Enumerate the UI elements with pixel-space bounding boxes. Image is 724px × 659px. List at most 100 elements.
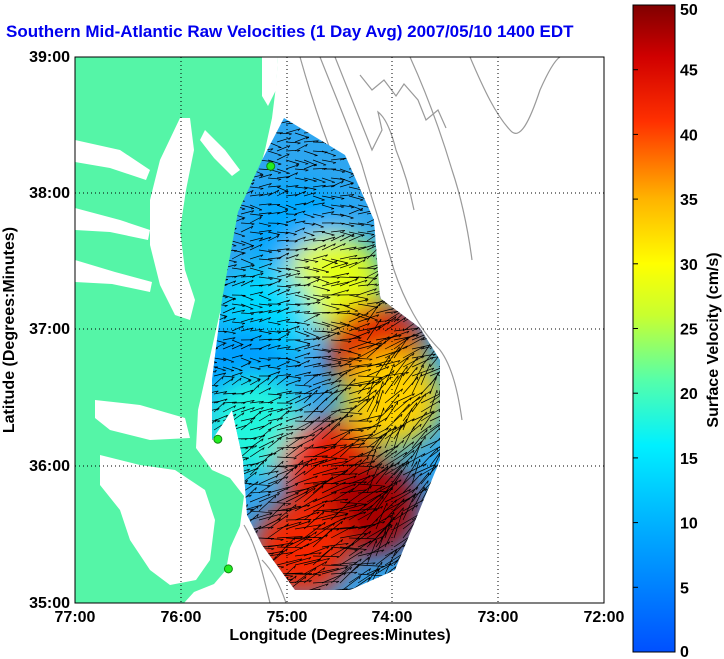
velocity-arrowhead	[317, 276, 321, 279]
velocity-arrow	[411, 367, 435, 377]
velocity-arrowhead	[301, 460, 304, 464]
velocity-arrow	[312, 389, 328, 404]
velocity-arrowhead	[298, 395, 301, 399]
velocity-arrowhead	[429, 425, 432, 429]
velocity-arrow	[285, 519, 312, 521]
velocity-arrowhead	[267, 375, 271, 378]
velocity-arrowhead	[303, 202, 307, 206]
velocity-arrowhead	[223, 359, 227, 362]
velocity-arrow	[411, 458, 421, 485]
velocity-arrow	[339, 489, 367, 494]
velocity-arrow	[384, 413, 403, 431]
velocity-arrowhead	[337, 333, 341, 336]
velocity-arrowhead	[335, 397, 338, 401]
velocity-arrowhead	[268, 344, 271, 347]
velocity-arrow	[231, 309, 245, 314]
velocity-arrowhead	[328, 423, 331, 427]
velocity-arrow	[411, 480, 429, 503]
velocity-arrowhead	[327, 558, 330, 561]
velocity-arrowhead	[352, 525, 355, 529]
velocity-arrowhead	[305, 491, 308, 494]
velocity-arrowhead	[304, 576, 307, 580]
velocity-arrowhead	[360, 551, 363, 554]
velocity-arrowhead	[256, 467, 259, 471]
velocity-arrowhead	[372, 254, 376, 258]
velocity-arrow	[249, 400, 264, 404]
velocity-arrow	[330, 243, 346, 251]
velocity-arrowhead	[350, 415, 353, 418]
velocity-arrow	[429, 354, 440, 359]
velocity-arrowhead	[305, 144, 308, 147]
velocity-arrowhead	[415, 402, 418, 406]
velocity-arrowhead	[242, 244, 246, 246]
velocity-arrowhead	[260, 254, 264, 258]
velocity-arrow	[294, 202, 307, 206]
velocity-arrowhead	[345, 371, 348, 375]
velocity-arrow	[348, 231, 365, 236]
velocity-arrowhead	[318, 362, 322, 366]
velocity-arrowhead	[250, 420, 253, 424]
velocity-arrow	[330, 587, 357, 590]
velocity-arrow	[249, 213, 263, 216]
velocity-arrow	[375, 499, 397, 521]
velocity-arrow	[249, 311, 263, 314]
velocity-arrowhead	[316, 314, 319, 318]
velocity-arrowhead	[251, 400, 255, 403]
velocity-arrowhead	[416, 487, 419, 490]
velocity-arrow	[258, 276, 273, 280]
velocity-arrowhead	[326, 389, 329, 393]
velocity-arrowhead	[251, 275, 255, 279]
velocity-arrowhead	[374, 283, 378, 286]
velocity-arrow	[312, 555, 340, 557]
velocity-arrow	[384, 317, 406, 332]
velocity-arrowhead	[381, 376, 383, 380]
velocity-arrowhead	[382, 496, 384, 500]
velocity-arrowhead	[268, 230, 272, 233]
velocity-arrowhead	[307, 277, 311, 280]
velocity-arrowhead	[337, 312, 341, 315]
velocity-arrowhead	[318, 416, 321, 420]
velocity-arrow	[240, 222, 255, 225]
velocity-arrowhead	[412, 393, 415, 397]
velocity-arrowhead	[250, 389, 254, 393]
velocity-arrowhead	[306, 266, 310, 269]
velocity-arrow	[258, 401, 274, 404]
velocity-arrowhead	[348, 341, 352, 343]
velocity-arrow	[294, 339, 311, 344]
velocity-arrow	[393, 356, 409, 377]
velocity-arrow	[357, 568, 380, 584]
velocity-arrowhead	[322, 239, 326, 242]
velocity-arrowhead	[310, 458, 313, 462]
velocity-arrowhead	[242, 252, 245, 256]
velocity-arrowhead	[335, 483, 339, 486]
velocity-arrowhead	[358, 360, 362, 363]
velocity-arrowhead	[354, 261, 358, 265]
velocity-arrowhead	[304, 180, 308, 182]
velocity-arrow	[330, 488, 354, 503]
velocity-arrowhead	[249, 343, 252, 347]
velocity-arrowhead	[389, 523, 392, 527]
velocity-arrowhead	[280, 544, 284, 547]
velocity-arrowhead	[395, 450, 398, 454]
velocity-arrow	[294, 294, 310, 300]
velocity-arrow	[258, 537, 284, 540]
velocity-arrowhead	[297, 362, 301, 364]
velocity-arrow	[249, 493, 271, 503]
velocity-arrowhead	[307, 360, 310, 363]
velocity-arrowhead	[240, 343, 243, 347]
velocity-arrowhead	[405, 345, 408, 349]
velocity-arrowhead	[339, 417, 342, 421]
velocity-arrow	[222, 307, 236, 314]
velocity-arrow	[375, 530, 386, 557]
velocity-arrowhead	[354, 504, 358, 507]
velocity-arrow	[312, 231, 325, 233]
velocity-arrowhead	[412, 333, 415, 337]
velocity-arrowhead	[233, 297, 236, 301]
velocity-arrowhead	[361, 439, 365, 442]
velocity-arrow	[294, 220, 306, 224]
velocity-arrow	[240, 303, 254, 310]
velocity-arrowhead	[316, 270, 320, 273]
velocity-arrowhead	[254, 471, 257, 475]
velocity-arrow	[258, 364, 271, 368]
velocity-arrow	[222, 317, 236, 323]
